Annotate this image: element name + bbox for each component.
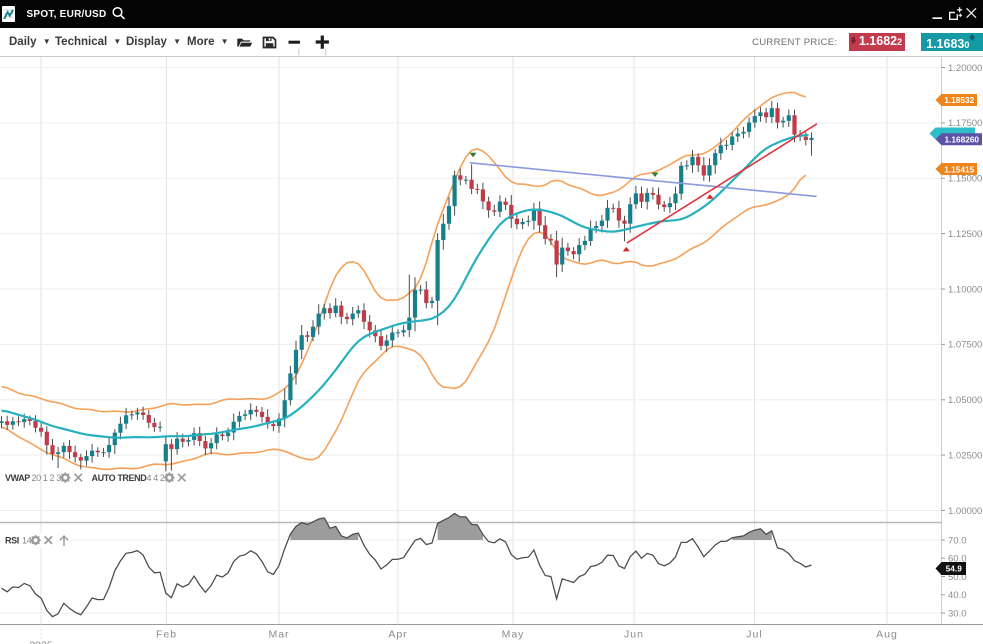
svg-text:1.07500: 1.07500 bbox=[948, 340, 982, 351]
svg-text:Jun: Jun bbox=[624, 629, 644, 641]
svg-text:1.12500: 1.12500 bbox=[948, 229, 982, 240]
svg-text:1.17500: 1.17500 bbox=[948, 118, 982, 129]
svg-text:Feb: Feb bbox=[156, 629, 177, 641]
svg-text:RSI: RSI bbox=[5, 535, 19, 545]
svg-text:Jul: Jul bbox=[746, 629, 762, 641]
svg-text:May: May bbox=[502, 629, 525, 641]
svg-text:1.15415: 1.15415 bbox=[944, 164, 974, 174]
svg-text:4 4 2: 4 4 2 bbox=[147, 473, 165, 483]
svg-text:VWAP: VWAP bbox=[5, 473, 30, 483]
svg-text:1.168260: 1.168260 bbox=[944, 135, 979, 145]
svg-text:1.18532: 1.18532 bbox=[944, 95, 974, 105]
svg-text:1.20000: 1.20000 bbox=[948, 63, 982, 74]
svg-text:AUTO TREND: AUTO TREND bbox=[92, 473, 148, 483]
svg-text:40.0: 40.0 bbox=[948, 590, 967, 601]
svg-text:1.10000: 1.10000 bbox=[948, 284, 982, 295]
svg-text:2025: 2025 bbox=[29, 640, 53, 644]
svg-text:60.0: 60.0 bbox=[948, 554, 967, 565]
svg-text:Apr: Apr bbox=[388, 629, 407, 641]
svg-text:30.0: 30.0 bbox=[948, 608, 967, 619]
svg-text:Aug: Aug bbox=[876, 629, 898, 641]
svg-text:1.15000: 1.15000 bbox=[948, 174, 982, 185]
svg-text:70.0: 70.0 bbox=[948, 535, 967, 546]
svg-text:20 1 2 3: 20 1 2 3 bbox=[32, 473, 62, 483]
svg-text:Mar: Mar bbox=[268, 629, 289, 641]
svg-text:1.00000: 1.00000 bbox=[948, 506, 982, 517]
svg-text:54.9: 54.9 bbox=[946, 564, 963, 574]
svg-text:1.02500: 1.02500 bbox=[948, 450, 982, 461]
svg-text:14: 14 bbox=[22, 535, 32, 545]
svg-text:1.05000: 1.05000 bbox=[948, 395, 982, 406]
svg-text:50.0: 50.0 bbox=[948, 572, 967, 583]
